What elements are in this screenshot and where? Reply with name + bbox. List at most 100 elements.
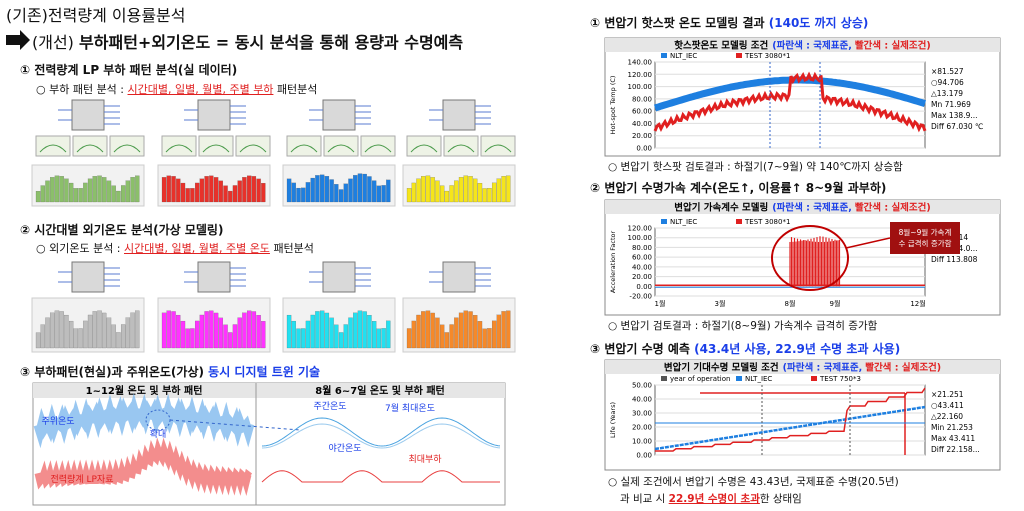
thumb-bar	[338, 189, 344, 203]
y-tick-label: 40.00	[632, 396, 652, 404]
thumb-bar	[301, 328, 306, 349]
thumb-bar	[190, 328, 195, 349]
legend-swatch	[661, 376, 667, 381]
bullet: ○ 부하 패턴 분석 : 시간대별, 일별, 월별, 주별 부하 패턴분석	[36, 81, 317, 97]
thumb-bar	[87, 178, 93, 203]
thumb-bar	[449, 185, 454, 203]
thumb-bar	[430, 312, 435, 349]
y-tick-label: 0.00	[636, 283, 652, 291]
gauge-arc	[165, 144, 193, 153]
temp-band	[33, 393, 255, 449]
thumb-bar	[367, 176, 372, 203]
readout: △22.160	[931, 412, 963, 421]
new-method: (개선) 부하패턴+외기온도 = 동시 분석을 통해 용량과 수명예측	[32, 29, 463, 53]
thumb-bar	[176, 178, 181, 203]
note-text: 한 상태임	[759, 493, 802, 505]
gauge-arc	[202, 144, 230, 153]
thumb-bar	[78, 328, 83, 349]
thumb-bar	[54, 310, 60, 349]
thumb-bar	[338, 332, 344, 349]
title-text: ③ 변압기 수명 예측	[590, 342, 690, 356]
thumb-bar	[357, 310, 363, 349]
thumb-bar	[246, 175, 252, 203]
thumb-bar	[199, 314, 205, 349]
y-tick-label: 0.00	[636, 145, 652, 153]
bullet-text: ○ 외기온도 분석 :	[36, 242, 121, 255]
title-highlight: (43.4년 사용, 22.9년 수명 초과 사용)	[694, 342, 901, 356]
thumb-bar	[190, 188, 195, 203]
thumb-bar	[59, 176, 64, 203]
title-blue: (파란색 : 국제표준,	[772, 202, 852, 214]
x-tick-label: 9월	[830, 299, 841, 308]
thumb-bar	[83, 182, 88, 203]
thumb-bar	[246, 310, 252, 349]
x-tick-label: 12월	[910, 299, 925, 308]
thumb-bar	[501, 176, 506, 203]
thumb-bar	[348, 178, 353, 203]
thumb-bar	[68, 320, 74, 349]
gauge-arc	[290, 144, 318, 153]
readout: Max 43.411	[931, 434, 975, 443]
thumb-bar	[68, 182, 74, 203]
block	[442, 261, 476, 293]
thumb-bar	[166, 175, 171, 203]
legend-label: NLT_IEC	[670, 52, 697, 60]
block	[322, 261, 356, 293]
readout: Diff 22.158...	[931, 445, 980, 454]
thumb-bar	[473, 178, 478, 203]
thumb-bar	[185, 188, 190, 203]
title-blue: (파란색 : 국제표준,	[783, 362, 863, 374]
y-tick-label: 20.00	[632, 273, 652, 281]
thumb-bar	[120, 185, 126, 203]
annotation: 확대	[150, 428, 167, 440]
thumb-bar	[329, 317, 334, 349]
thumb-bar	[204, 176, 209, 203]
thumb-bar	[40, 324, 45, 349]
section-title: ① 변압기 핫스팟 온도 모델링 결과 (140도 까지 상승)	[590, 14, 868, 31]
thumb-bar	[343, 183, 348, 203]
thumb-bar	[87, 314, 93, 349]
thumb-bar	[40, 185, 45, 203]
chart-header	[605, 360, 1000, 374]
thumb-bar	[421, 176, 426, 203]
thumb-bar	[228, 190, 233, 203]
thumb-bar	[319, 174, 325, 203]
thumb-bar	[371, 321, 377, 349]
thumb-bar	[449, 324, 454, 349]
legend-swatch	[661, 219, 667, 224]
y-tick-label: 120.00	[628, 225, 653, 233]
legend-swatch	[736, 376, 742, 381]
note: ○ 변압기 핫스팟 검토결과 : 하절기(7~9월) 약 140℃까지 상승함	[608, 161, 903, 173]
highlight-circle	[771, 225, 849, 291]
chart-header	[605, 200, 1000, 214]
thumb-bar	[463, 175, 468, 203]
title-highlight: 동시 디지털 트윈 기술	[208, 365, 321, 379]
thumb-bar	[487, 188, 492, 203]
readout: Mn 71.969	[931, 100, 971, 109]
thumb-bar	[310, 314, 315, 349]
thumb-bar	[324, 176, 330, 203]
block	[71, 261, 105, 293]
thumb-bar	[319, 310, 325, 349]
gauge-arc	[239, 144, 267, 153]
bullet-highlight: 시간대별, 일별, 월별, 주별 부하	[127, 83, 274, 96]
thumb-bar	[506, 175, 511, 203]
thumb-bar	[458, 177, 464, 203]
temp-line	[261, 423, 501, 449]
thumb-bar	[218, 317, 223, 349]
y-tick-label: -20.00	[629, 293, 652, 301]
thumb-bar	[477, 321, 483, 349]
thumb-bar	[482, 328, 487, 349]
thumb-bar	[286, 178, 292, 203]
section-title: ② 시간대별 외기온도 분석(가상 모델링)	[20, 223, 224, 237]
readout: Diff 113.808	[931, 255, 978, 264]
y-tick-label: 30.00	[632, 410, 652, 418]
panel-title: 1~12월 온도 및 부하 패턴	[86, 384, 203, 397]
legend-swatch	[661, 53, 667, 58]
thumb-bar	[416, 314, 421, 349]
thumb-bar	[468, 311, 473, 349]
thumb-bar	[376, 185, 382, 203]
thumb-bar	[261, 183, 266, 203]
thumb-bar	[116, 332, 121, 349]
legend-label: NLT_IEC	[745, 375, 772, 383]
